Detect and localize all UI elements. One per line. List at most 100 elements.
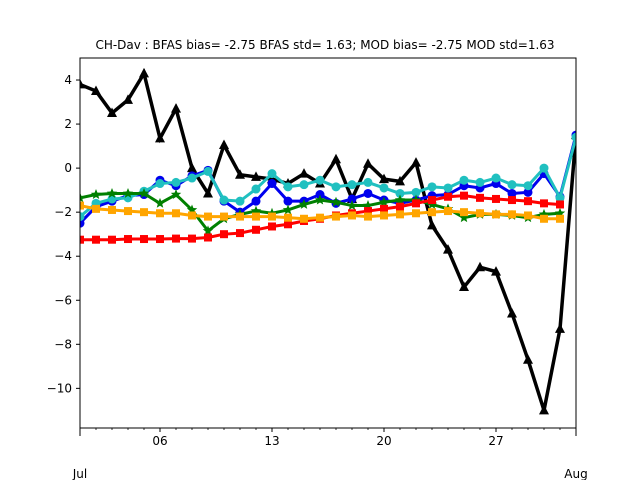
y-tick-label: 4: [64, 73, 72, 87]
series-4-point: [460, 191, 468, 200]
series-0-point: [139, 67, 149, 78]
series-3-point: [186, 204, 198, 215]
x-tick-label: 20: [376, 434, 391, 448]
series-4-point: [364, 207, 372, 216]
series-0-point: [171, 103, 181, 113]
series-3-point: [154, 197, 166, 208]
series-5-point: [108, 205, 116, 214]
series-0-point: [539, 404, 549, 415]
y-tick-label: −10: [47, 381, 72, 395]
series-4-point: [412, 199, 420, 208]
series-3-point: [554, 207, 566, 218]
series-0-point: [379, 173, 389, 184]
series-2-point: [331, 182, 341, 192]
series-3-point: [122, 187, 134, 198]
series-5-point: [284, 213, 292, 222]
series-4-point: [508, 196, 516, 205]
series-3-point: [80, 192, 86, 203]
series-4-point: [108, 235, 116, 244]
series-4-point: [284, 220, 292, 229]
series-5-point: [316, 213, 324, 222]
series-5-point: [508, 210, 516, 219]
series-2-point: [315, 175, 325, 185]
series-4-point: [444, 192, 452, 201]
series-0-point: [80, 78, 85, 89]
x-tick-label: 06: [152, 434, 167, 448]
series-4-point: [204, 233, 212, 242]
series-5-point: [236, 212, 244, 221]
series-4-point: [476, 193, 484, 202]
series-2: [80, 132, 576, 222]
series-3-point: [314, 194, 326, 205]
series-5-point: [124, 207, 132, 216]
series-1-point: [363, 188, 373, 198]
series-2-line: [80, 136, 576, 218]
series-0-point: [299, 168, 309, 178]
series-3-point: [170, 189, 182, 199]
series-4-point: [540, 199, 548, 208]
series-4-point: [188, 234, 196, 243]
series-5-point: [380, 211, 388, 220]
series-0-point: [251, 171, 261, 181]
series-1-point: [523, 187, 533, 197]
series-layer: [80, 67, 576, 415]
series-2-point: [491, 173, 501, 183]
series-0-point: [123, 94, 133, 104]
series-0-point: [363, 158, 373, 168]
plot-frame: [79, 57, 577, 429]
series-0-point: [107, 107, 117, 118]
series-2-point: [155, 179, 165, 189]
series-0-point: [235, 169, 245, 179]
series-5-point: [252, 212, 260, 221]
y-tick-label: −4: [54, 249, 72, 263]
series-5-point: [412, 209, 420, 218]
series-0-point: [203, 187, 213, 198]
series-2-point: [219, 195, 229, 205]
series-5-point: [220, 212, 228, 221]
x-month-label: Aug: [564, 467, 587, 480]
series-4-point: [492, 194, 500, 203]
series-2-point: [363, 177, 373, 187]
series-2-point: [459, 175, 469, 185]
series-5-point: [80, 201, 84, 210]
series-3-point: [458, 212, 470, 223]
series-3-point: [378, 196, 390, 207]
series-0-point: [459, 281, 469, 292]
series-2-point: [283, 182, 293, 192]
series-5-point: [524, 211, 532, 220]
series-4-point: [80, 235, 84, 244]
x-tick-label: 13: [264, 434, 279, 448]
series-0-point: [443, 244, 453, 254]
series-3-point: [90, 189, 102, 199]
series-2-point: [379, 183, 389, 193]
series-0-point: [411, 157, 421, 167]
series-4-point: [428, 196, 436, 205]
series-0-point: [91, 85, 101, 96]
series-0-point: [427, 219, 437, 230]
series-2-point: [539, 163, 549, 173]
series-0-point: [523, 354, 533, 364]
series-2-point: [80, 212, 85, 222]
series-5-point: [188, 211, 196, 220]
series-2-point: [267, 169, 277, 179]
series-1-point: [267, 179, 277, 189]
series-2-point: [347, 180, 357, 190]
series-3-point: [298, 198, 310, 209]
series-1-point: [507, 188, 517, 198]
series-5-point: [348, 211, 356, 220]
series-5-point: [364, 212, 372, 221]
series-4-point: [556, 200, 564, 209]
series-2-point: [235, 196, 245, 206]
y-tick-label: −6: [54, 293, 72, 307]
series-5-point: [428, 208, 436, 217]
series-1-point: [251, 196, 261, 206]
series-5-point: [92, 204, 100, 213]
series-0-point: [395, 175, 405, 186]
series-2-point: [475, 177, 485, 187]
series-4-point: [236, 229, 244, 238]
y-tick-label: 2: [64, 117, 72, 131]
series-2-point: [395, 188, 405, 198]
series-2-point: [299, 180, 309, 190]
series-5-point: [172, 209, 180, 218]
series-4-point: [220, 230, 228, 239]
